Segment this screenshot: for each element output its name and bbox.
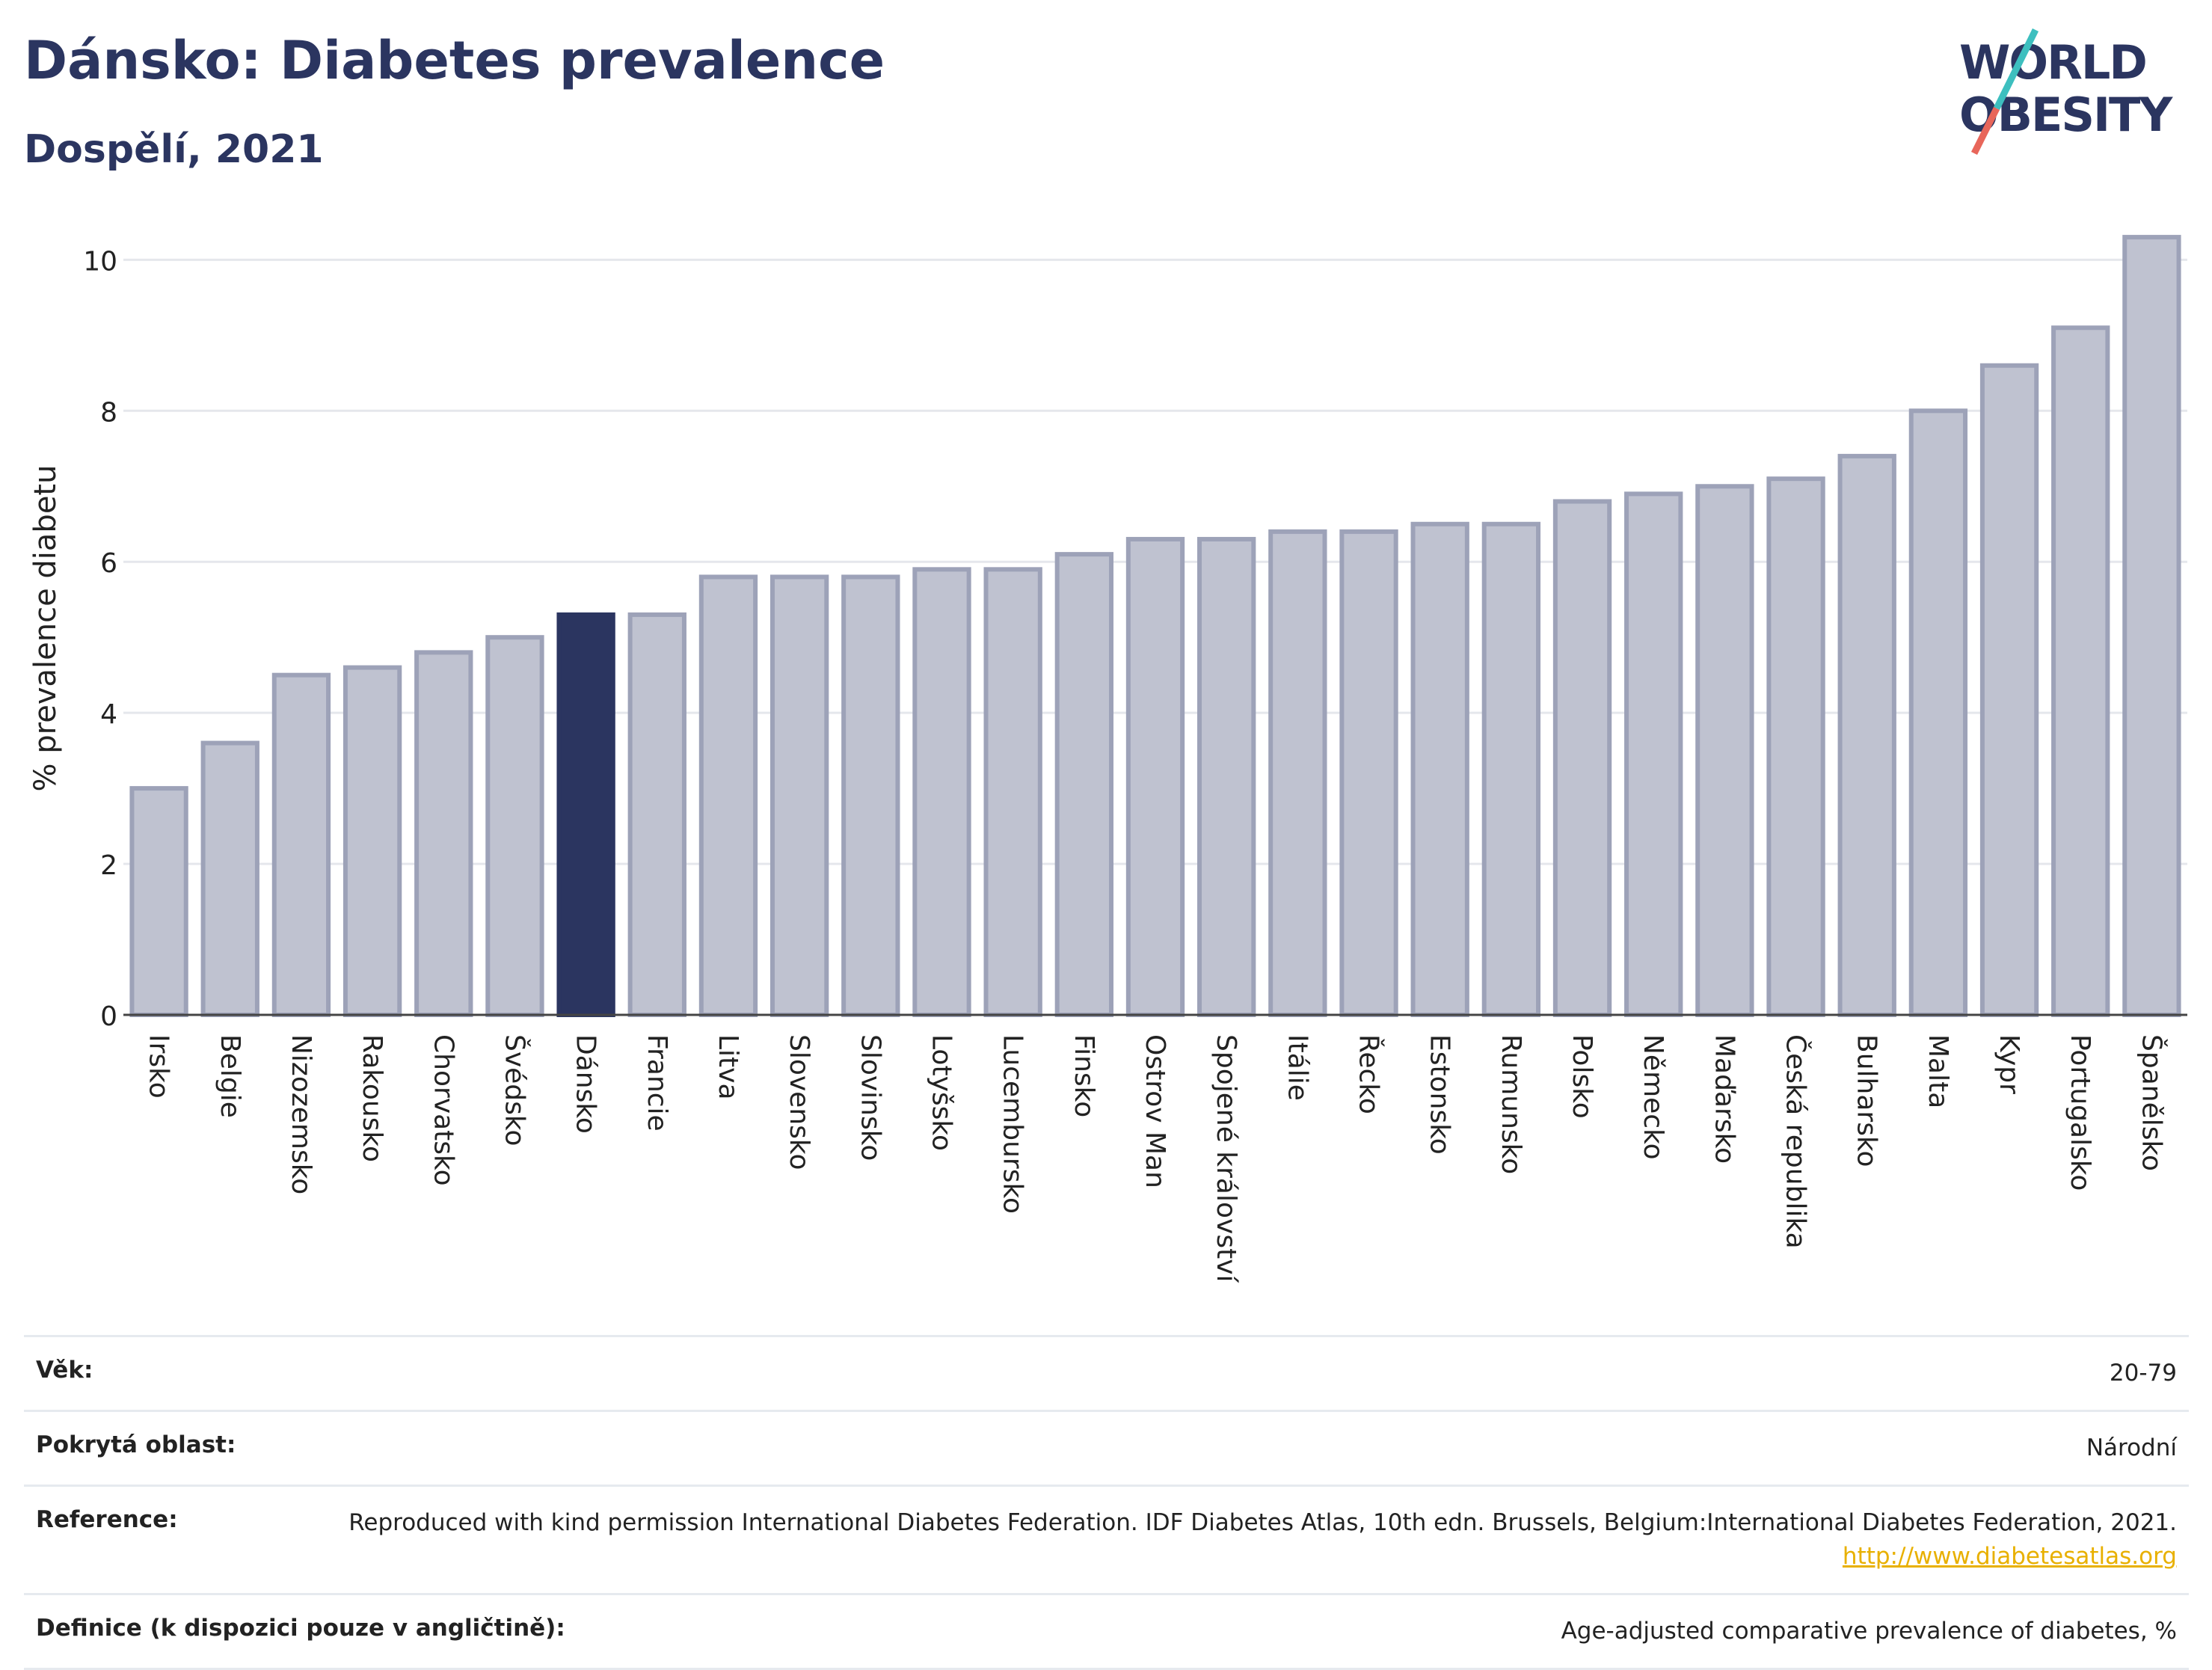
x-tick-label: Ostrov Man xyxy=(1140,1034,1170,1188)
bar-maďarsko xyxy=(1695,484,1754,1017)
bar-polsko xyxy=(1552,499,1612,1017)
bar-německo xyxy=(1624,491,1683,1017)
bar-francie xyxy=(627,612,686,1017)
bar-lotyšsko xyxy=(912,567,971,1017)
y-tick-label: 8 xyxy=(100,397,117,428)
bar-bulharsko xyxy=(1837,453,1896,1017)
x-tick-label: Slovinsko xyxy=(855,1034,885,1161)
x-tick-label: Lotyšsko xyxy=(926,1034,956,1151)
info-row-age: Věk: 20-79 xyxy=(24,1335,2189,1410)
definition-value: Age-adjusted comparative prevalence of d… xyxy=(1561,1617,2177,1645)
info-row-definition: Definice (k dispozici pouze v angličtině… xyxy=(24,1592,2189,1670)
x-tick-label: Maďarsko xyxy=(1709,1034,1739,1164)
y-tick-label: 4 xyxy=(100,699,117,730)
info-table: Věk: 20-79 Pokrytá oblast: Národní Refer… xyxy=(24,1335,2189,1670)
y-tick-label: 10 xyxy=(83,246,117,277)
bar-portugalsko xyxy=(2051,325,2110,1017)
x-tick-label: Česká republika xyxy=(1781,1034,1812,1249)
y-tick-label: 0 xyxy=(100,1001,117,1032)
bar-litva xyxy=(698,574,758,1017)
x-tick-label: Portugalsko xyxy=(2065,1034,2095,1191)
bar-švédsko xyxy=(485,635,544,1017)
reference-value: Reproduced with kind permission Internat… xyxy=(208,1506,2177,1574)
x-tick-label: Dánsko xyxy=(571,1034,601,1134)
x-tick-label: Bulharsko xyxy=(1852,1034,1882,1167)
bar-spojené-království xyxy=(1197,536,1256,1017)
page-title: Dánsko: Diabetes prevalence xyxy=(24,30,885,91)
bar-itálie xyxy=(1268,529,1327,1017)
x-tick-label: Kypr xyxy=(1994,1034,2024,1094)
bar-ostrov-man xyxy=(1125,536,1185,1017)
y-axis-ticks: 0 2 4 6 8 10 xyxy=(83,246,117,1032)
bar-finsko xyxy=(1054,552,1113,1017)
x-tick-label: Malta xyxy=(1923,1034,1953,1108)
bar-kypr xyxy=(1979,363,2039,1017)
bar-dánsko xyxy=(556,612,615,1017)
x-tick-label: Estonsko xyxy=(1425,1034,1455,1155)
bar-malta xyxy=(1908,408,1968,1017)
x-tick-label: Rakousko xyxy=(357,1034,387,1162)
x-tick-label: Francie xyxy=(642,1034,672,1132)
x-tick-label: Nizozemsko xyxy=(286,1034,316,1194)
bar-irsko xyxy=(129,786,188,1017)
y-tick-label: 2 xyxy=(100,850,117,881)
x-tick-label: Řecko xyxy=(1354,1034,1385,1114)
definition-label: Definice (k dispozici pouze v angličtině… xyxy=(36,1614,565,1642)
x-tick-label: Irsko xyxy=(144,1034,174,1099)
x-tick-label: Slovensko xyxy=(784,1034,814,1170)
bar-rumunsko xyxy=(1481,521,1541,1017)
x-tick-label: Spojené království xyxy=(1211,1034,1241,1283)
x-tick-label: Německo xyxy=(1638,1034,1668,1160)
y-tick-label: 6 xyxy=(100,548,117,579)
x-tick-label: Polsko xyxy=(1567,1034,1597,1119)
bar-slovinsko xyxy=(841,574,900,1017)
age-label: Věk: xyxy=(36,1357,93,1384)
bar-nizozemsko xyxy=(271,672,331,1018)
page-subtitle: Dospělí, 2021 xyxy=(24,127,324,172)
bar-česká-republika xyxy=(1766,476,1825,1017)
x-axis-ticks: Irsko Belgie Nizozemsko Rakousko Chorvatsko Š… xyxy=(144,1034,2168,1283)
area-value: Národní xyxy=(2086,1434,2177,1461)
y-axis-label: % prevalence diabetu xyxy=(28,465,63,792)
bar-chart: 0 2 4 6 8 10 Irsko Belgie Nizozemsko Rakousko Cho… xyxy=(28,235,2187,1283)
info-row-area: Pokrytá oblast: Národní xyxy=(24,1409,2189,1485)
x-tick-label: Litva xyxy=(713,1034,743,1100)
x-tick-label: Rumunsko xyxy=(1496,1034,1526,1174)
bar-chorvatsko xyxy=(414,650,473,1018)
bar-slovensko xyxy=(769,574,829,1017)
bar-rakousko xyxy=(342,665,402,1017)
x-tick-label: Španělsko xyxy=(2136,1034,2167,1171)
world-obesity-logo: WORLD OBESITY xyxy=(1959,28,2175,156)
x-tick-label: Chorvatsko xyxy=(428,1034,458,1186)
x-tick-label: Lucembursko xyxy=(998,1034,1028,1214)
area-label: Pokrytá oblast: xyxy=(36,1431,236,1458)
bars xyxy=(123,235,2187,1018)
x-tick-label: Finsko xyxy=(1069,1034,1099,1117)
bar-řecko xyxy=(1339,529,1398,1017)
age-value: 20-79 xyxy=(2109,1360,2177,1387)
bar-lucembursko xyxy=(983,567,1042,1017)
bar-španělsko xyxy=(2122,235,2181,1017)
bar-belgie xyxy=(200,740,259,1017)
x-tick-label: Švédsko xyxy=(499,1034,530,1146)
reference-link[interactable]: http://www.diabetesatlas.org xyxy=(1842,1542,2177,1570)
reference-label: Reference: xyxy=(36,1505,178,1533)
x-tick-label: Itálie xyxy=(1282,1034,1312,1101)
reference-text: Reproduced with kind permission Internat… xyxy=(348,1508,2177,1536)
x-tick-label: Belgie xyxy=(215,1034,245,1118)
svg-text:WORLD: WORLD xyxy=(1959,35,2146,90)
info-row-reference: Reference: Reproduced with kind permissi… xyxy=(24,1484,2189,1593)
bar-estonsko xyxy=(1410,521,1469,1017)
